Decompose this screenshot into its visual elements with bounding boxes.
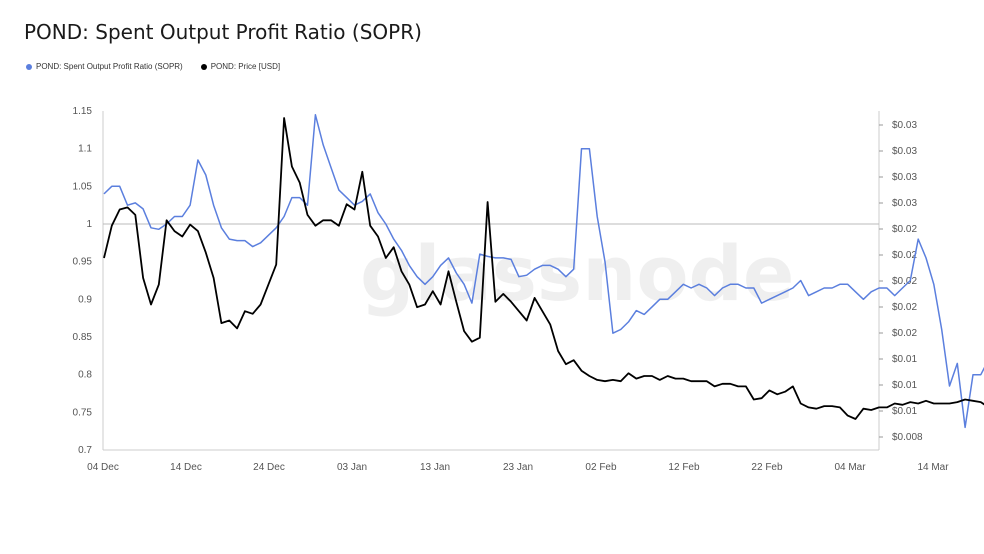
y-right-tick: $0.008 — [892, 432, 923, 443]
y-left-tick: 1.05 — [73, 181, 93, 192]
y-right-tick: $0.02 — [892, 224, 917, 235]
y-right-tick: $0.01 — [892, 380, 917, 391]
y-right-tick-labels: $0.03 $0.03 $0.03 $0.03 $0.02 $0.02 $0.02 $0.02… — [879, 120, 923, 443]
y-right-tick: $0.02 — [892, 276, 917, 287]
x-tick-labels: 04 Dec 14 Dec 24 Dec 03 Jan 13 Jan 23 Jan 02 F… — [87, 462, 949, 473]
y-right-tick: $0.03 — [892, 120, 917, 131]
legend-label-price: POND: Price [USD] — [210, 62, 281, 71]
x-tick: 24 Dec — [253, 462, 285, 473]
x-tick: 13 Jan — [420, 462, 450, 473]
x-tick: 14 Mar — [917, 462, 949, 473]
x-tick: 04 Mar — [834, 462, 866, 473]
x-tick: 22 Feb — [751, 462, 783, 473]
x-tick: 14 Dec — [170, 462, 202, 473]
y-right-tick: $0.03 — [892, 198, 917, 209]
legend-item-sopr[interactable]: POND: Spent Output Profit Ratio (SOPR) — [26, 62, 183, 71]
y-right-tick: $0.03 — [892, 146, 917, 157]
y-right-tick: $0.02 — [892, 250, 917, 261]
y-left-tick: 1.15 — [73, 106, 93, 117]
y-left-tick: 0.9 — [78, 294, 92, 305]
y-right-tick: $0.01 — [892, 406, 917, 417]
legend-item-price[interactable]: POND: Price [USD] — [200, 62, 281, 71]
chart-series — [103, 114, 984, 429]
legend-dot-price — [200, 63, 207, 70]
y-left-tick: 1.1 — [78, 144, 92, 155]
y-left-tick: 0.95 — [73, 257, 93, 268]
y-left-tick: 0.85 — [73, 332, 93, 343]
x-tick: 04 Dec — [87, 462, 119, 473]
y-right-tick: $0.02 — [892, 328, 917, 339]
chart-title: POND: Spent Output Profit Ratio (SOPR) — [24, 20, 422, 44]
series-line-price — [103, 117, 984, 420]
y-left-tick-labels: 1.15 1.1 1.05 1 0.95 0.9 0.85 0.8 0.75 0.7 — [73, 106, 93, 456]
x-tick: 12 Feb — [668, 462, 700, 473]
y-left-tick: 0.75 — [73, 407, 93, 418]
y-left-tick: 0.7 — [78, 445, 92, 456]
legend-label-sopr: POND: Spent Output Profit Ratio (SOPR) — [36, 62, 183, 71]
x-tick: 03 Jan — [337, 462, 367, 473]
x-tick: 02 Feb — [585, 462, 617, 473]
chart-legend: POND: Spent Output Profit Ratio (SOPR) P… — [26, 62, 280, 71]
x-tick: 23 Jan — [503, 462, 533, 473]
series-line-sopr — [103, 114, 984, 429]
legend-dot-sopr — [26, 63, 32, 70]
watermark: glassnode — [360, 229, 794, 318]
y-right-tick: $0.01 — [892, 354, 917, 365]
y-right-tick: $0.02 — [892, 302, 917, 313]
y-left-tick: 0.8 — [78, 370, 92, 381]
y-left-tick: 1 — [86, 219, 92, 230]
y-right-tick: $0.03 — [892, 172, 917, 183]
